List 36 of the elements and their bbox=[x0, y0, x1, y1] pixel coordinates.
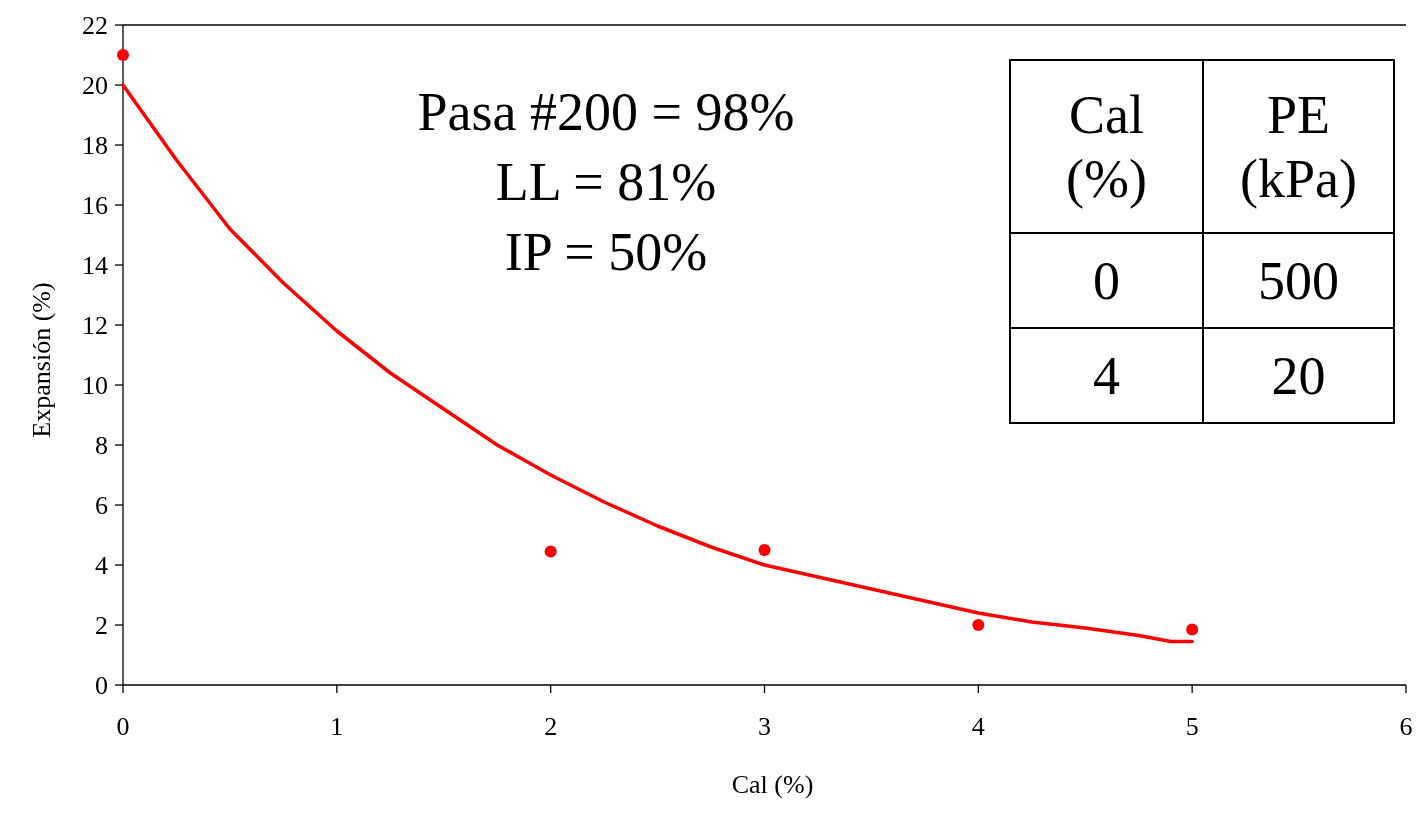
y-tick-label: 2 bbox=[95, 611, 108, 641]
y-tick-label: 16 bbox=[82, 191, 108, 221]
x-tick-label: 2 bbox=[544, 712, 558, 741]
annotation: Cal (%) bbox=[1066, 85, 1147, 210]
point bbox=[544, 545, 557, 558]
annotation: 0 bbox=[1093, 251, 1120, 312]
annotation: Pasa #200 = 98% bbox=[417, 82, 795, 142]
y-tick-label: 14 bbox=[82, 251, 108, 281]
y-tick-label: 8 bbox=[95, 431, 108, 461]
x-tick-label: 1 bbox=[330, 712, 344, 741]
point bbox=[117, 49, 129, 61]
y-tick-label: 4 bbox=[95, 551, 108, 581]
annotation: 4 bbox=[1093, 346, 1120, 407]
x-tick-label: 5 bbox=[1185, 712, 1199, 741]
x-tick-label: 0 bbox=[116, 712, 130, 741]
annotation: 20 bbox=[1271, 346, 1326, 407]
y-tick-label: 12 bbox=[82, 311, 108, 341]
y-tick-label: 18 bbox=[82, 131, 108, 161]
point bbox=[1186, 623, 1199, 636]
y-tick-label: 20 bbox=[82, 71, 108, 101]
y-tick-label: 10 bbox=[82, 371, 108, 401]
point bbox=[972, 619, 985, 631]
x-tick-label: 6 bbox=[1399, 712, 1413, 741]
line-series bbox=[121, 83, 1194, 644]
y-tick-label: 0 bbox=[95, 671, 108, 701]
annotation: 500 bbox=[1258, 251, 1339, 312]
x-axis-title: Cal (%) bbox=[731, 770, 814, 799]
x-tick-label: 3 bbox=[758, 712, 771, 741]
y-axis-title: Expansión (%) bbox=[27, 282, 56, 438]
y-tick-label: 22 bbox=[82, 11, 108, 41]
annotation: IP = 50% bbox=[504, 222, 708, 282]
annotation: LL = 81% bbox=[495, 152, 717, 212]
x-tick-label: 4 bbox=[971, 712, 985, 741]
point bbox=[758, 544, 771, 556]
annotation: PE (kPa) bbox=[1240, 85, 1357, 210]
y-tick-label: 6 bbox=[95, 491, 108, 521]
